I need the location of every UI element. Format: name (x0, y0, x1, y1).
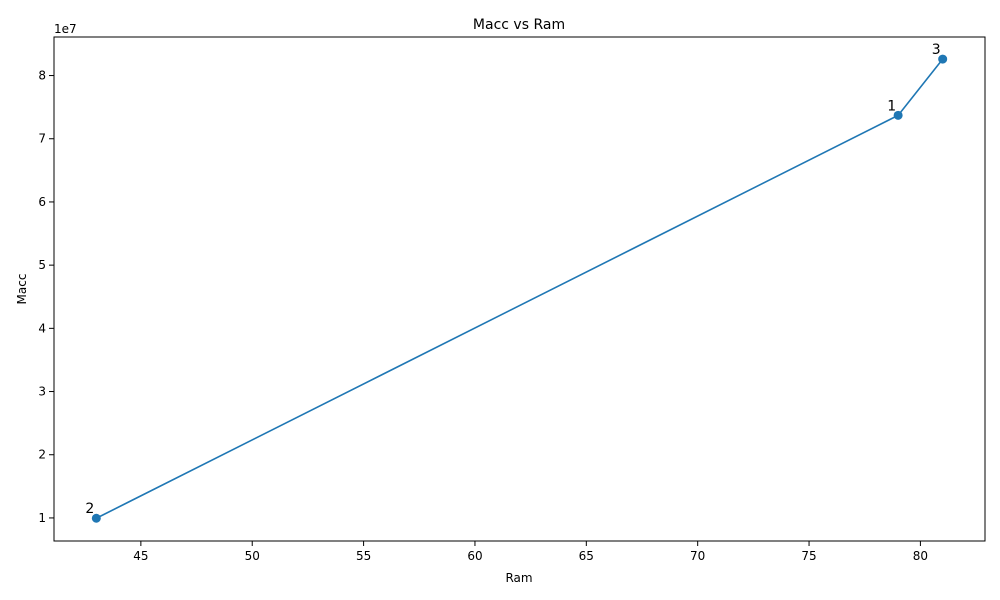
y-tick-label: 2 (38, 448, 46, 462)
y-tick-label: 6 (38, 195, 46, 209)
x-tick-label: 65 (579, 549, 594, 563)
y-tick-label: 1 (38, 511, 46, 525)
chart-title: Macc vs Ram (473, 17, 565, 33)
data-point (893, 110, 903, 120)
x-tick-label: 70 (690, 549, 705, 563)
y-tick-label: 8 (38, 69, 46, 83)
y-tick-label: 5 (38, 258, 46, 272)
plot-frame (53, 36, 986, 542)
x-tick-label: 55 (356, 549, 371, 563)
y-tick-label: 3 (38, 385, 46, 399)
x-tick-label: 50 (245, 549, 260, 563)
x-tick-label: 60 (467, 549, 482, 563)
y-axis: 1 2 3 4 5 6 7 8 (38, 69, 54, 525)
y-tick-label: 7 (38, 132, 46, 146)
y-offset-label: 1e7 (54, 22, 77, 36)
data-point (938, 54, 948, 64)
plot-content: 2 1 3 (85, 42, 948, 523)
x-axis-label: Ram (505, 571, 532, 585)
x-axis: 45 50 55 60 65 70 75 80 (133, 541, 928, 563)
x-tick-label: 80 (913, 549, 928, 563)
data-point (91, 513, 101, 523)
y-tick-label: 4 (38, 321, 46, 335)
point-label: 2 (85, 501, 94, 517)
x-tick-label: 45 (133, 549, 148, 563)
point-label: 1 (887, 98, 896, 114)
y-axis-label: Macc (15, 274, 29, 305)
point-label: 3 (932, 42, 941, 58)
x-tick-label: 75 (801, 549, 816, 563)
